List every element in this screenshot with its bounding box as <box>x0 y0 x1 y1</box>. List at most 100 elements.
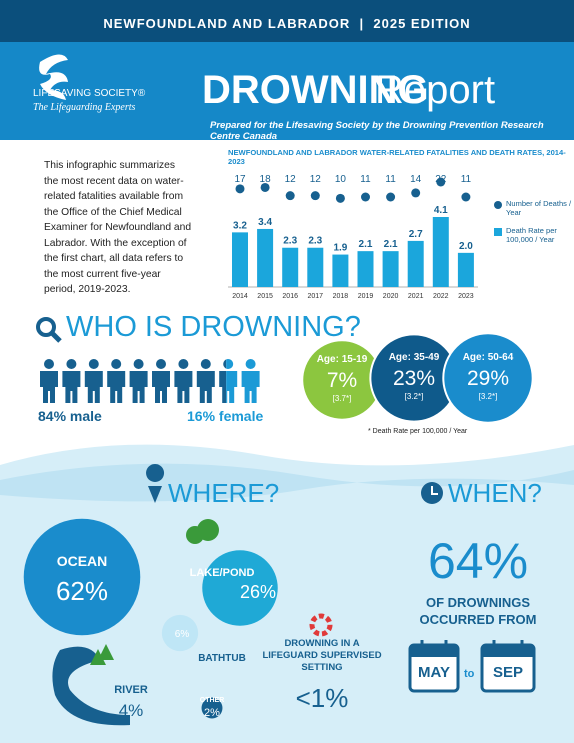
month-from: MAY <box>418 664 450 681</box>
river-icon <box>52 646 130 726</box>
figure-head <box>111 359 122 369</box>
point-label: 14 <box>410 174 422 185</box>
x-tick-label: 2015 <box>257 293 273 300</box>
legend-label: Death Rate per 100,000 / Year <box>506 226 557 244</box>
bar <box>407 240 424 287</box>
org-name: LIFESAVING SOCIETY® <box>33 88 146 99</box>
x-tick-label: 2014 <box>232 293 248 300</box>
place-name: OCEAN <box>57 553 108 569</box>
point-label: 18 <box>260 174 272 185</box>
x-tick-label: 2016 <box>282 293 298 300</box>
figure-body <box>40 371 58 403</box>
logo <box>39 54 68 100</box>
place-value: 62% <box>56 576 108 606</box>
figure-head <box>156 359 166 369</box>
wave <box>0 463 574 502</box>
when-value: 64% <box>427 533 529 589</box>
age-value: 29% <box>467 367 509 390</box>
title-bold: DROWNING <box>202 68 429 112</box>
section-title: WHO IS DROWNING? <box>66 311 361 343</box>
supervised-label: DROWNING IN A LIFEGUARD SUPERVISED SETTI… <box>262 638 382 673</box>
section-title: WHEN? <box>448 478 542 508</box>
banner <box>0 0 574 42</box>
age-rate: [3.2*] <box>479 392 498 401</box>
figure-head <box>88 359 99 369</box>
point <box>361 192 370 202</box>
point-label: 12 <box>285 174 297 185</box>
place-value: 4% <box>119 701 144 720</box>
legend-label: Number of Deaths / Year <box>506 199 572 217</box>
figure-head <box>223 359 227 369</box>
legend-swatch <box>494 228 502 236</box>
place-circle <box>202 550 278 626</box>
supervised-value: <1% <box>295 683 349 713</box>
title-light: Report <box>375 68 496 112</box>
bar-label: 3.2 <box>233 220 247 231</box>
bar-label: 2.7 <box>409 229 423 240</box>
x-tick-label: 2021 <box>408 293 424 300</box>
place-circle <box>23 518 141 636</box>
calendar-to <box>480 640 536 693</box>
bar-label: 2.3 <box>308 236 322 247</box>
x-tick-label: 2019 <box>358 293 374 300</box>
bar-label: 2.1 <box>384 239 398 250</box>
bar <box>382 251 399 287</box>
bar <box>307 247 324 287</box>
chart: 2014 3.2 17 2015 3.4 18 2016 2.3 12 2017 2.3 12 2018… <box>228 174 502 300</box>
age-circles: Age: 15-19 7% [3.7*] Age: 35-49 23% [3.2*] Age… <box>301 332 534 424</box>
subtitle: Prepared for the Lifesaving Society by t… <box>210 120 544 142</box>
place-name: BATHTUB <box>198 653 246 664</box>
places: OCEAN 62% LAKE/POND 26% BATHTUB 6% RIVER 4% OTHE… <box>23 518 278 720</box>
point <box>235 184 245 194</box>
tagline: The Lifeguarding Experts <box>33 102 136 113</box>
figure-body <box>62 371 81 403</box>
age-label: Age: 15-19 <box>317 354 368 365</box>
banner-text: NEWFOUNDLAND AND LABRADOR | 2025 EDITION <box>103 16 471 31</box>
figure-body <box>129 371 148 403</box>
female-figures <box>226 359 260 403</box>
bar-label: 2.1 <box>359 239 373 250</box>
figure-body <box>241 371 260 403</box>
point <box>436 177 446 187</box>
figure-body <box>84 371 103 403</box>
age-rate: [3.7*] <box>333 394 352 403</box>
figure-head <box>66 359 77 369</box>
clock-hands <box>431 486 438 495</box>
figure-head <box>200 359 211 369</box>
intro: This infographic summarizes the most rec… <box>44 160 192 295</box>
point <box>335 193 345 203</box>
bar-label: 3.4 <box>258 217 272 228</box>
place-circle <box>201 697 223 719</box>
header-band <box>0 42 574 140</box>
age-value: 7% <box>327 369 357 392</box>
pin-icon <box>146 464 165 503</box>
search-icon <box>36 317 56 337</box>
lifebuoy <box>309 613 333 637</box>
section-title: WHERE? <box>168 478 280 508</box>
point-label: 11 <box>461 174 472 185</box>
point <box>461 192 471 202</box>
point-label: 11 <box>360 174 371 185</box>
x-tick-label: 2023 <box>458 293 474 300</box>
figure-body <box>152 371 170 403</box>
age-rate: [3.2*] <box>405 392 424 401</box>
chart-title: NEWFOUNDLAND AND LABRADOR WATER-RELATED … <box>228 148 566 166</box>
bar <box>357 251 374 287</box>
figure-body <box>196 371 215 403</box>
female-label: 16% female <box>187 408 264 424</box>
point-label: 10 <box>335 174 347 185</box>
bar-label: 1.9 <box>333 243 347 254</box>
bar-label: 2.0 <box>459 241 473 252</box>
age-label: Age: 50-64 <box>463 352 514 363</box>
figure-head <box>178 359 189 369</box>
legend-swatch <box>494 201 502 209</box>
figure-body <box>226 371 238 403</box>
bar <box>257 228 274 287</box>
bar-label: 2.3 <box>283 236 297 247</box>
place-circle <box>161 614 199 652</box>
point <box>310 191 320 201</box>
bar <box>282 247 299 287</box>
figure-head <box>44 359 54 369</box>
place-name: OTHER <box>200 697 225 704</box>
